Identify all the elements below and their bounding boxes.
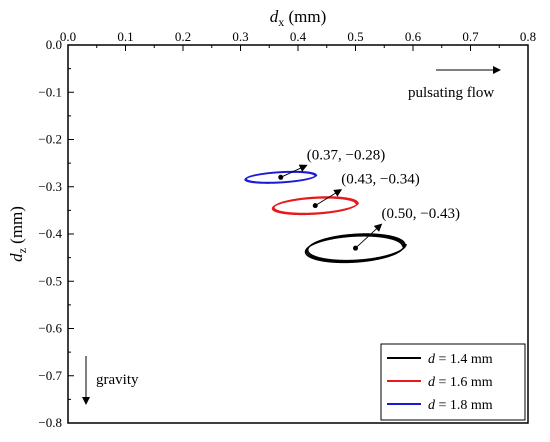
center-callouts: (0.50, −0.43) (0.43, −0.34) (0.37, −0.28) — [280, 147, 460, 249]
y-tick-label: −0.2 — [38, 132, 62, 147]
callout-arrow-2 — [280, 164, 308, 178]
x-axis-ticks: 0.0 0.1 0.2 0.3 0.4 0.5 0.6 0.7 0.8 — [60, 29, 536, 51]
y-axis-title: dz (mm) — [7, 206, 29, 262]
center-label-1: (0.43, −0.34) — [341, 172, 419, 188]
x-tick-label: 0.2 — [175, 29, 191, 44]
y-tick-label: −0.3 — [38, 179, 62, 194]
legend-label-2: d = 1.8 mm — [428, 398, 493, 413]
center-label-2: (0.37, −0.28) — [307, 147, 385, 163]
y-axis-ticks: 0.0 −0.1 −0.2 −0.3 −0.4 −0.5 −0.6 −0.7 −0.8 — [38, 37, 74, 430]
center-label-0: (0.50, −0.43) — [382, 206, 460, 222]
gravity-label: gravity — [96, 372, 139, 388]
callout-arrow-0 — [355, 223, 383, 249]
x-axis-title: dx (mm) — [270, 7, 327, 29]
x-tick-label: 0.5 — [347, 29, 363, 44]
callout-arrow-1 — [315, 189, 343, 207]
y-tick-label: −0.7 — [38, 368, 62, 383]
y-tick-label: −0.6 — [38, 321, 62, 336]
y-tick-label: −0.4 — [38, 226, 62, 241]
y-tick-label: 0.0 — [46, 37, 62, 52]
x-tick-label: 0.7 — [462, 29, 479, 44]
legend-label-0: d = 1.4 mm — [428, 352, 493, 367]
x-tick-label: 0.8 — [520, 29, 536, 44]
trajectory-1 — [271, 196, 360, 216]
trajectories — [244, 170, 407, 264]
trajectory-2 — [244, 170, 318, 184]
y-tick-label: −0.5 — [38, 273, 62, 288]
flow-label: pulsating flow — [408, 85, 494, 101]
x-tick-label: 0.3 — [232, 29, 248, 44]
x-tick-label: 0.6 — [405, 29, 422, 44]
trajectory-0 — [304, 233, 407, 264]
y-tick-label: −0.1 — [38, 84, 62, 99]
x-tick-label: 0.4 — [290, 29, 307, 44]
legend: d = 1.4 mm d = 1.6 mm d = 1.8 mm — [387, 352, 493, 413]
y-tick-label: −0.8 — [38, 415, 62, 430]
x-tick-label: 0.0 — [60, 29, 76, 44]
x-tick-label: 0.1 — [117, 29, 133, 44]
legend-label-1: d = 1.6 mm — [428, 375, 493, 390]
